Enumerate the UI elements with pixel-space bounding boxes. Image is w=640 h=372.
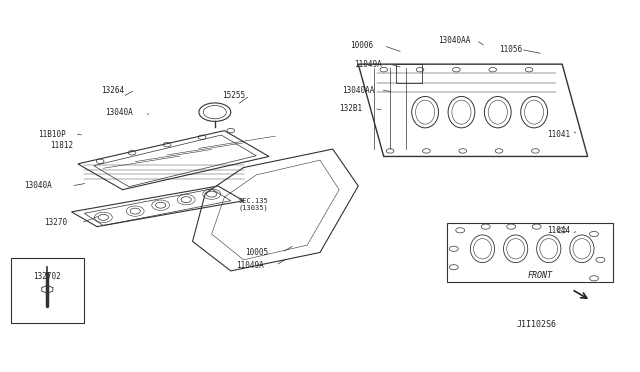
Text: 10006: 10006 xyxy=(350,41,373,50)
Text: 13264: 13264 xyxy=(101,86,124,94)
Text: 13270: 13270 xyxy=(44,218,67,227)
Text: 11B10P: 11B10P xyxy=(38,130,67,139)
Text: J1I102S6: J1I102S6 xyxy=(516,320,557,329)
Text: 13040AA: 13040AA xyxy=(438,36,470,45)
Text: 15255: 15255 xyxy=(223,91,246,100)
Text: 132B1: 132B1 xyxy=(339,104,362,113)
Text: 10005: 10005 xyxy=(244,248,268,257)
Text: 132702: 132702 xyxy=(33,272,61,281)
Text: 13040A: 13040A xyxy=(106,108,133,117)
Text: FRONT: FRONT xyxy=(527,271,552,280)
Text: 11041: 11041 xyxy=(547,130,570,139)
Text: 11044: 11044 xyxy=(547,226,570,235)
Bar xyxy=(11,258,84,323)
Text: 11049A: 11049A xyxy=(354,60,381,69)
Text: SEC.135
(13035): SEC.135 (13035) xyxy=(238,198,268,211)
Text: 11812: 11812 xyxy=(51,141,74,150)
Text: 11049A: 11049A xyxy=(236,261,264,270)
Text: 13040A: 13040A xyxy=(24,182,52,190)
Text: 11056: 11056 xyxy=(500,45,523,54)
Text: 13040AA: 13040AA xyxy=(342,86,374,94)
